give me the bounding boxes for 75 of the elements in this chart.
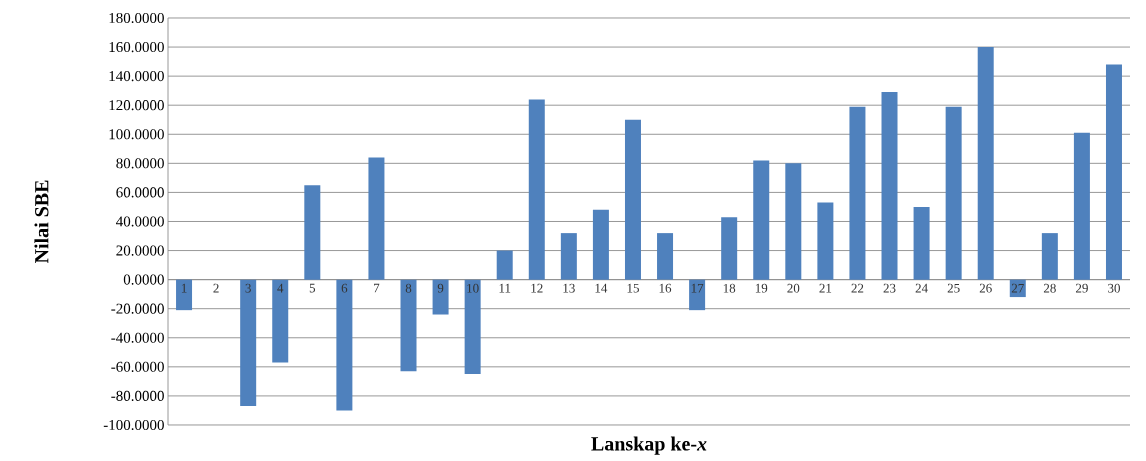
bar — [689, 279, 706, 311]
bar — [785, 163, 802, 280]
y-tick-label: -80.0000 — [111, 390, 164, 402]
y-tick-label: -40.0000 — [111, 332, 164, 343]
bar — [432, 279, 449, 315]
x-tick-label: 21 — [819, 283, 832, 293]
bar — [881, 92, 898, 280]
bar — [304, 185, 321, 280]
x-tick-label: 10 — [467, 283, 479, 293]
y-tick-label: 120.0000 — [109, 100, 164, 111]
x-tick-label: 24 — [915, 283, 928, 293]
bar — [657, 233, 674, 280]
y-tick-label: 0.0000 — [123, 274, 164, 285]
y-tick-label: 40.0000 — [116, 216, 164, 227]
x-tick-label: 20 — [787, 283, 800, 293]
y-tick-label: 140.0000 — [109, 71, 164, 82]
y-axis-title: Nilai SBE — [34, 180, 49, 264]
bar — [496, 250, 513, 280]
x-tick-label: 8 — [405, 283, 412, 293]
y-tick-label: 20.0000 — [116, 245, 164, 256]
y-tick-label: 100.0000 — [109, 129, 164, 140]
bar — [560, 233, 577, 280]
x-tick-label: 18 — [723, 283, 736, 293]
bar — [528, 99, 545, 280]
bar — [817, 202, 834, 280]
x-tick-label: 13 — [563, 283, 575, 293]
bar — [913, 206, 930, 280]
x-tick-label: 23 — [883, 283, 896, 293]
bar — [240, 279, 257, 407]
y-tick-label: -20.0000 — [111, 303, 164, 314]
bar — [1105, 64, 1122, 280]
x-tick-label: 15 — [627, 283, 639, 293]
x-tick-label: 7 — [374, 283, 380, 293]
y-tick-label: 80.0000 — [116, 158, 164, 169]
bar — [272, 279, 289, 363]
y-tick-label: 180.0000 — [109, 12, 164, 24]
x-tick-label: 26 — [979, 283, 992, 293]
x-tick-label: 22 — [851, 283, 864, 293]
x-tick-label: 17 — [691, 283, 704, 293]
x-axis-title: Lanskap ke-x — [591, 436, 707, 455]
y-tick-label: -60.0000 — [111, 361, 164, 372]
x-tick-label: 9 — [437, 283, 444, 293]
x-tick-label: 30 — [1108, 283, 1120, 293]
x-tick-label: 3 — [245, 283, 251, 293]
bar — [624, 119, 641, 280]
bar — [1041, 233, 1058, 280]
bar — [945, 106, 962, 280]
x-tick-label: 12 — [531, 283, 543, 293]
bar — [753, 160, 770, 280]
bar — [176, 279, 193, 311]
x-tick-label: 1 — [181, 283, 187, 293]
bar — [721, 217, 738, 280]
x-tick-label: 2 — [213, 283, 219, 293]
bar — [849, 106, 866, 280]
x-tick-label: 29 — [1075, 283, 1088, 293]
bar — [368, 157, 385, 280]
bar — [977, 47, 994, 280]
x-tick-label: 16 — [659, 283, 672, 293]
x-tick-label: 6 — [341, 283, 348, 293]
y-tick-label: 60.0000 — [116, 187, 164, 198]
bar — [400, 279, 417, 372]
x-tick-label: 5 — [309, 283, 316, 293]
y-tick-label: 160.0000 — [109, 41, 164, 53]
x-tick-label: 25 — [947, 283, 960, 293]
x-tick-label: 19 — [755, 283, 768, 293]
x-tick-label: 27 — [1011, 283, 1024, 293]
x-tick-label: 4 — [277, 283, 284, 293]
bar — [464, 279, 481, 375]
x-tick-label: 28 — [1043, 283, 1056, 293]
x-tick-label: 11 — [499, 283, 511, 293]
bar — [592, 209, 609, 280]
bar — [336, 279, 353, 411]
y-tick-label: -100.0000 — [103, 419, 164, 431]
bar — [1073, 132, 1090, 280]
x-tick-label: 14 — [595, 283, 608, 293]
